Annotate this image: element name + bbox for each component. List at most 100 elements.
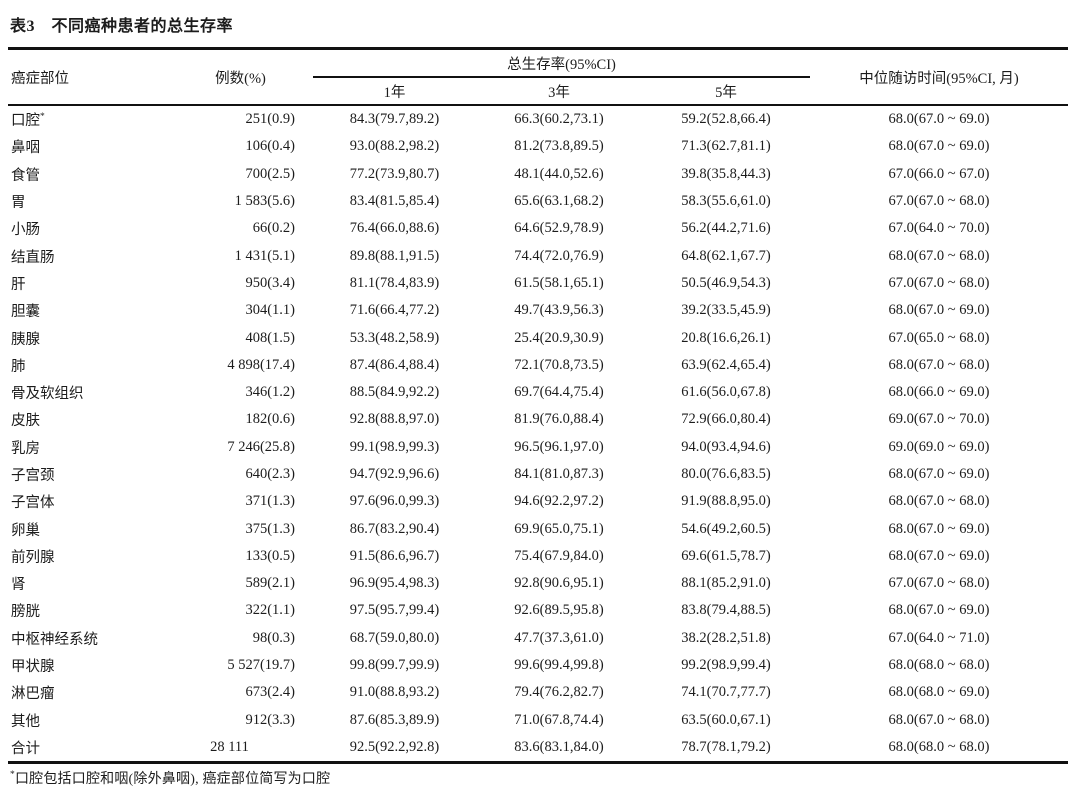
case-count-cell: 375(1.3) <box>245 520 295 537</box>
survival-5yr-cell: 39.8(35.8,44.3) <box>681 165 771 182</box>
survival-5yr-cell: 78.7(78.1,79.2) <box>681 738 771 755</box>
table-row: 子宫颈 640(2.3) 94.7(92.9,96.6) 84.1(81.0,87.3… <box>8 461 1068 488</box>
superscript-marker: * <box>40 112 45 123</box>
median-followup-cell: 68.0(67.0 ~ 68.0) <box>888 711 990 728</box>
survival-5yr-cell: 38.2(28.2,51.8) <box>681 629 771 646</box>
table-row: 乳房 7 246(25.8) 99.1(98.9,99.3) 96.5(96.1,97… <box>8 434 1068 461</box>
cancer-site-cell: 卵巢 <box>11 522 40 539</box>
table-row: 甲状腺 5 527(19.7) 99.8(99.7,99.9) 99.6(99.4,9… <box>8 652 1068 679</box>
survival-3yr-cell: 69.9(65.0,75.1) <box>514 520 604 537</box>
survival-5yr-cell: 20.8(16.6,26.1) <box>681 329 771 346</box>
cancer-site-cell: 胃 <box>11 195 26 212</box>
case-count-cell: 371(1.3) <box>245 493 295 510</box>
survival-5yr-cell: 99.2(98.9,99.4) <box>681 657 771 674</box>
median-followup-cell: 69.0(69.0 ~ 69.0) <box>888 438 990 455</box>
survival-1yr-cell: 97.6(96.0,99.3) <box>349 493 440 510</box>
case-count-cell: 700(2.5) <box>245 165 295 182</box>
median-followup-cell: 68.0(67.0 ~ 69.0) <box>888 111 990 128</box>
survival-3yr-cell: 81.9(76.0,88.4) <box>514 411 604 428</box>
table-row: 口腔* 251(0.9) 84.3(79.7,89.2) 66.3(60.2,73.1… <box>8 105 1068 133</box>
table-row: 中枢神经系统 98(0.3) 68.7(59.0,80.0) 47.7(37.3,61… <box>8 625 1068 652</box>
table-row: 鼻咽 106(0.4) 93.0(88.2,98.2) 81.2(73.8,89.5)… <box>8 133 1068 160</box>
survival-3yr-cell: 92.8(90.6,95.1) <box>514 575 604 592</box>
survival-3yr-cell: 74.4(72.0,76.9) <box>514 247 604 264</box>
survival-3yr-cell: 61.5(58.1,65.1) <box>514 274 604 291</box>
median-followup-cell: 68.0(67.0 ~ 69.0) <box>888 547 990 564</box>
column-header-median-followup: 中位随访时间(95%CI, 月) <box>810 48 1068 106</box>
cancer-site-cell: 口腔* <box>11 112 45 130</box>
median-followup-cell: 68.0(67.0 ~ 69.0) <box>888 138 990 155</box>
case-count-cell: 251(0.9) <box>245 111 295 128</box>
case-count-cell: 182(0.6) <box>245 411 295 428</box>
survival-1yr-cell: 76.4(66.0,88.6) <box>349 220 440 237</box>
case-count-cell: 912(3.3) <box>245 711 295 728</box>
median-followup-cell: 68.0(67.0 ~ 68.0) <box>888 247 990 264</box>
cancer-site-cell: 前列腺 <box>11 549 55 566</box>
table-row: 膀胱 322(1.1) 97.5(95.7,99.4) 92.6(89.5,95.8)… <box>8 597 1068 624</box>
case-count-cell: 28 111 <box>210 738 249 755</box>
column-header-3yr: 3年 <box>476 77 642 106</box>
median-followup-cell: 67.0(67.0 ~ 68.0) <box>888 193 990 210</box>
cancer-site-cell: 中枢神经系统 <box>11 631 98 648</box>
header-row-sub: 1年 3年 5年 <box>8 77 1068 106</box>
cancer-site-cell: 肺 <box>11 358 26 375</box>
survival-3yr-cell: 66.3(60.2,73.1) <box>514 111 604 128</box>
survival-3yr-cell: 92.6(89.5,95.8) <box>514 602 604 619</box>
cancer-site-cell: 胆囊 <box>11 304 40 321</box>
survival-5yr-cell: 74.1(70.7,77.7) <box>681 684 771 701</box>
table-row: 合计 28 111 92.5(92.2,92.8) 83.6(83.1,84.0) 78… <box>8 734 1068 763</box>
median-followup-cell: 67.0(67.0 ~ 68.0) <box>888 575 990 592</box>
case-count-cell: 5 527(19.7) <box>227 657 295 674</box>
cancer-site-cell: 子宫体 <box>11 495 55 512</box>
survival-3yr-cell: 81.2(73.8,89.5) <box>514 138 604 155</box>
median-followup-cell: 68.0(67.0 ~ 69.0) <box>888 520 990 537</box>
survival-1yr-cell: 87.4(86.4,88.4) <box>349 356 440 373</box>
survival-3yr-cell: 48.1(44.0,52.6) <box>514 165 604 182</box>
table-row: 前列腺 133(0.5) 91.5(86.6,96.7) 75.4(67.9,84.0… <box>8 543 1068 570</box>
table-row: 小肠 66(0.2) 76.4(66.0,88.6) 64.6(52.9,78.9) 5… <box>8 215 1068 242</box>
survival-5yr-cell: 88.1(85.2,91.0) <box>681 575 771 592</box>
survival-5yr-cell: 61.6(56.0,67.8) <box>681 384 771 401</box>
case-count-cell: 673(2.4) <box>245 684 295 701</box>
survival-3yr-cell: 65.6(63.1,68.2) <box>514 193 604 210</box>
survival-5yr-cell: 94.0(93.4,94.6) <box>681 438 771 455</box>
column-header-overall-survival-group: 总生存率(95%CI) <box>313 48 810 78</box>
case-count-cell: 1 583(5.6) <box>234 193 295 210</box>
survival-1yr-cell: 91.0(88.8,93.2) <box>349 684 440 701</box>
cancer-site-cell: 甲状腺 <box>11 659 55 676</box>
table-row: 肺 4 898(17.4) 87.4(86.4,88.4) 72.1(70.8,73.… <box>8 352 1068 379</box>
survival-5yr-cell: 50.5(46.9,54.3) <box>681 274 771 291</box>
median-followup-cell: 68.0(67.0 ~ 69.0) <box>888 602 990 619</box>
table-row: 卵巢 375(1.3) 86.7(83.2,90.4) 69.9(65.0,75.1)… <box>8 515 1068 542</box>
footnote-text: 口腔包括口腔和咽(除外鼻咽), 癌症部位简写为口腔 <box>14 772 331 787</box>
table-footnote: *口腔包括口腔和咽(除外鼻咽), 癌症部位简写为口腔 <box>8 764 1070 787</box>
survival-5yr-cell: 54.6(49.2,60.5) <box>681 520 771 537</box>
table-row: 骨及软组织 346(1.2) 88.5(84.9,92.2) 69.7(64.4,75… <box>8 379 1068 406</box>
survival-3yr-cell: 49.7(43.9,56.3) <box>514 302 604 319</box>
survival-3yr-cell: 79.4(76.2,82.7) <box>514 684 604 701</box>
survival-1yr-cell: 71.6(66.4,77.2) <box>349 302 440 319</box>
cancer-site-cell: 其他 <box>11 713 40 730</box>
survival-1yr-cell: 94.7(92.9,96.6) <box>349 466 440 482</box>
survival-1yr-cell: 97.5(95.7,99.4) <box>349 602 440 619</box>
survival-3yr-cell: 71.0(67.8,74.4) <box>514 711 604 728</box>
column-header-5yr: 5年 <box>642 77 810 106</box>
case-count-cell: 408(1.5) <box>245 329 295 346</box>
survival-3yr-cell: 69.7(64.4,75.4) <box>514 384 604 401</box>
survival-3yr-cell: 75.4(67.9,84.0) <box>514 547 604 564</box>
cancer-site-cell: 鼻咽 <box>11 140 40 157</box>
median-followup-cell: 68.0(67.0 ~ 68.0) <box>888 493 990 510</box>
cancer-site-cell: 膀胱 <box>11 604 40 621</box>
survival-1yr-cell: 92.8(88.8,97.0) <box>349 411 440 428</box>
survival-1yr-cell: 89.8(88.1,91.5) <box>349 247 440 264</box>
survival-1yr-cell: 91.5(86.6,96.7) <box>349 547 440 564</box>
cancer-site-cell: 肝 <box>11 276 26 293</box>
survival-1yr-cell: 83.4(81.5,85.4) <box>349 193 440 210</box>
cancer-site-cell: 肾 <box>11 577 26 594</box>
survival-5yr-cell: 71.3(62.7,81.1) <box>681 138 771 155</box>
median-followup-cell: 67.0(64.0 ~ 70.0) <box>888 220 990 237</box>
survival-5yr-cell: 83.8(79.4,88.5) <box>681 602 771 619</box>
table-header: 癌症部位 例数(%) 总生存率(95%CI) 中位随访时间(95%CI, 月) … <box>8 48 1068 106</box>
survival-3yr-cell: 47.7(37.3,61.0) <box>514 629 604 646</box>
